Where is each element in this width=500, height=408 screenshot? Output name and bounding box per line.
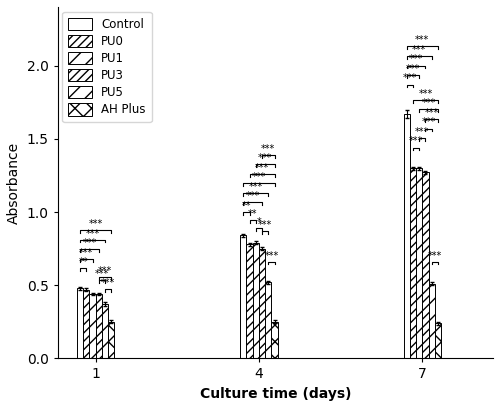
Text: ***: *** — [422, 118, 436, 127]
Bar — [265, 282, 272, 359]
Text: ***: *** — [406, 64, 420, 74]
Text: ***: *** — [101, 278, 116, 288]
Bar — [77, 288, 83, 359]
Bar — [246, 244, 252, 359]
Bar — [416, 168, 422, 359]
Text: ***: *** — [261, 144, 276, 154]
Bar — [404, 114, 410, 359]
Text: ***: *** — [422, 98, 436, 108]
Bar — [428, 284, 435, 359]
Bar — [96, 294, 102, 359]
Bar — [102, 304, 108, 359]
Text: ***: *** — [82, 238, 96, 248]
Bar — [240, 235, 246, 359]
Text: ***: *** — [88, 219, 103, 229]
Text: ***: *** — [248, 182, 263, 192]
X-axis label: Culture time (days): Culture time (days) — [200, 387, 351, 401]
Text: ***: *** — [79, 248, 94, 258]
Text: ***: *** — [252, 172, 266, 182]
Text: ***: *** — [412, 45, 426, 55]
Text: ***: *** — [418, 89, 432, 99]
Text: ***: *** — [409, 54, 423, 64]
Text: ***: *** — [415, 35, 430, 45]
Text: ***: *** — [258, 220, 272, 230]
Bar — [259, 248, 265, 359]
Text: **: ** — [78, 257, 88, 267]
Bar — [90, 294, 96, 359]
Text: ***: *** — [409, 136, 423, 146]
Text: ***: *** — [264, 251, 278, 261]
Text: ***: *** — [86, 228, 100, 239]
Bar — [83, 290, 89, 359]
Bar — [108, 322, 114, 359]
Text: *: * — [256, 217, 262, 227]
Bar — [422, 173, 428, 359]
Text: ***: *** — [95, 269, 109, 279]
Bar — [272, 322, 278, 359]
Text: ***: *** — [246, 191, 260, 201]
Text: **: ** — [242, 201, 251, 211]
Text: ***: *** — [98, 266, 112, 276]
Text: ***: *** — [255, 163, 269, 173]
Text: ***: *** — [428, 251, 442, 261]
Y-axis label: Absorbance: Absorbance — [7, 142, 21, 224]
Text: ***: *** — [258, 153, 272, 163]
Bar — [410, 168, 416, 359]
Bar — [435, 323, 441, 359]
Text: ***: *** — [402, 73, 417, 83]
Text: **: ** — [248, 209, 258, 219]
Text: ***: *** — [424, 108, 439, 118]
Text: ***: *** — [415, 127, 430, 137]
Legend: Control, PU0, PU1, PU3, PU5, AH Plus: Control, PU0, PU1, PU3, PU5, AH Plus — [62, 12, 152, 122]
Bar — [252, 243, 259, 359]
